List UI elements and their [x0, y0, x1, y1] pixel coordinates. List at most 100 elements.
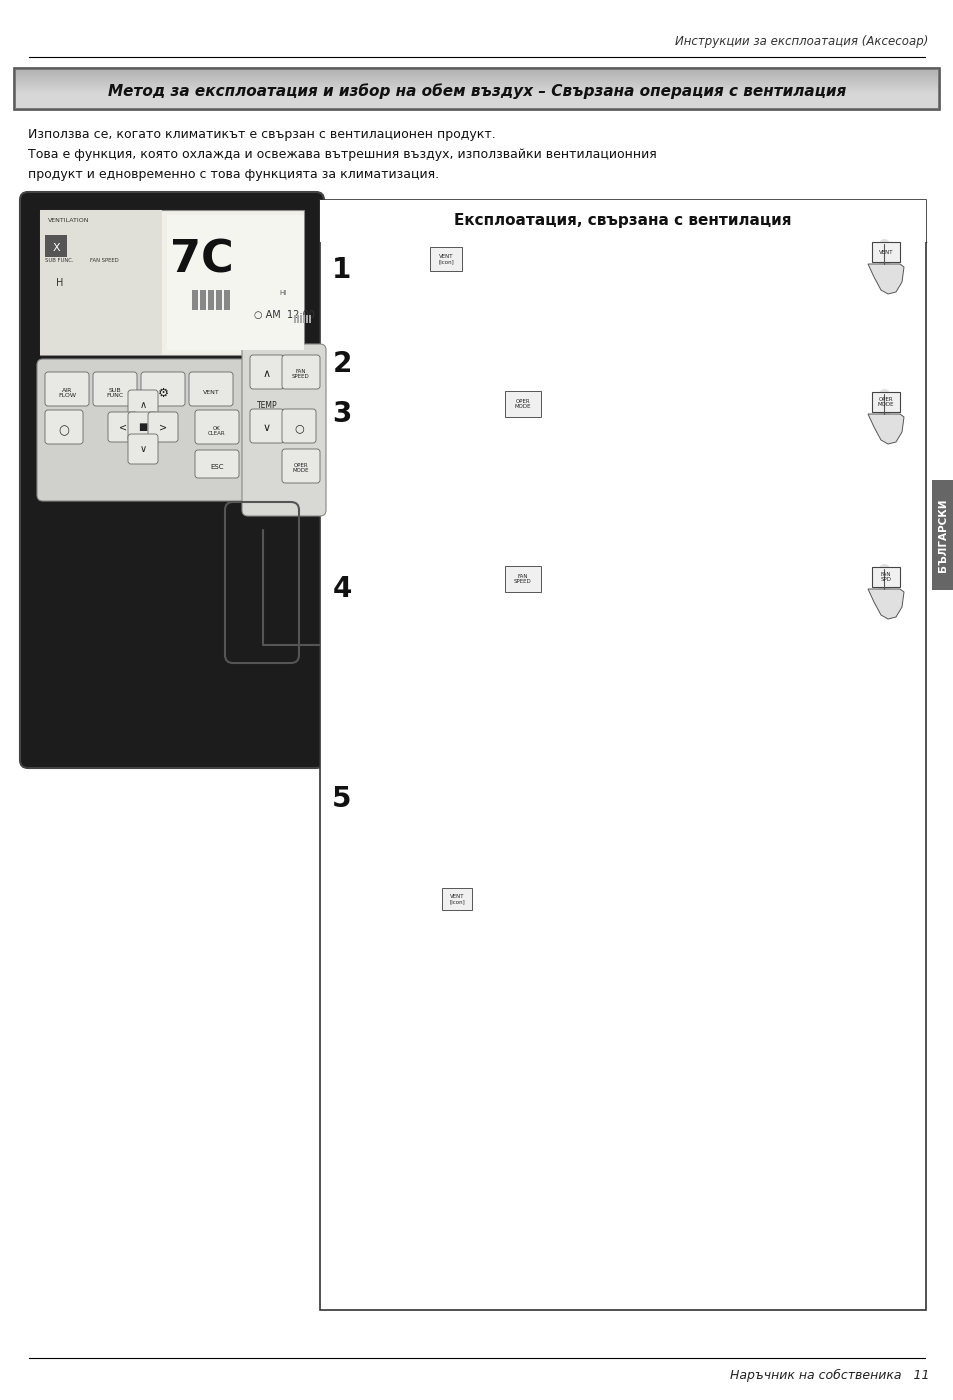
Bar [14, 69, 939, 111]
FancyBboxPatch shape [20, 192, 324, 769]
Bar [192, 290, 198, 309]
Text: климатика е във вентилаторен режим, а: климатика е във вентилаторен режим, а [387, 512, 659, 525]
FancyBboxPatch shape [45, 372, 89, 406]
Bar [40, 210, 304, 356]
Bar [208, 290, 213, 309]
Text: ∧: ∧ [139, 400, 147, 410]
Text: „Heat exchange (Топлообмен) → normal: „Heat exchange (Топлообмен) → normal [375, 463, 631, 477]
Bar [40, 210, 162, 356]
Text: 1)Автоматично връщане : Когато няма: 1)Автоматично връщане : Когато няма [375, 801, 633, 813]
Text: FAN
SPD: FAN SPD [880, 571, 890, 582]
Text: скорост на въздушния поток ще промени: скорост на въздушния поток ще промени [375, 638, 652, 652]
Text: Това е функция, която охлажда и освежава вътрешния въздух, използвайки вентилаци: Това е функция, която охлажда и освежава… [28, 148, 656, 161]
Text: VENT
[icon]: VENT [icon] [437, 253, 454, 265]
Text: натиснат бутон в рамките на 15 секунди,: натиснат бутон в рамките на 15 секунди, [387, 818, 664, 830]
Text: контролния панел.: контролния панел. [375, 266, 500, 279]
Text: обща вентилация ще промени: обща вентилация ще промени [375, 591, 577, 603]
Text: OPER
MODE: OPER MODE [293, 462, 309, 473]
Text: AIR
FLOW: AIR FLOW [58, 388, 76, 399]
Text: продукт и едновременно с това функцията за климатизация.: продукт и едновременно с това функцията … [28, 168, 438, 181]
Text: (силен) → extra strong (свръхсилен)“.: (силен) → extra strong (свръхсилен)“. [375, 671, 619, 685]
Text: ESC: ESC [210, 463, 224, 470]
Text: Натиснете бутона        на: Натиснете бутона на [375, 251, 543, 263]
Text: ○ AM  12:00: ○ AM 12:00 [253, 309, 314, 321]
Text: - Използва се само, когато: - Използва се само, когато [375, 281, 552, 295]
Text: ∧: ∧ [263, 370, 271, 379]
Text: Връщане в режим на климатизация: Връщане в режим на климатизация [375, 785, 615, 798]
Text: FAN
SPEED: FAN SPEED [292, 368, 310, 379]
Text: 2: 2 [332, 350, 352, 378]
Text: 4: 4 [332, 575, 352, 603]
Text: скоростта на въздушния поток.: скоростта на въздушния поток. [375, 608, 586, 620]
Text: OPER
MODE: OPER MODE [515, 399, 531, 409]
Text: бутона        във вентилационен режим,: бутона във вентилационен режим, [375, 885, 644, 897]
FancyBboxPatch shape [194, 449, 239, 477]
Bar [215, 290, 222, 309]
FancyBboxPatch shape [128, 391, 158, 420]
FancyBboxPatch shape [282, 449, 319, 483]
Text: Експлоатация, свързана с вентилация: Експлоатация, свързана с вентилация [454, 213, 791, 228]
Bar [45, 235, 67, 258]
Text: ∨: ∨ [139, 444, 147, 454]
Text: Използва се, когато климатикът е свързан с вентилационен продукт.: Използва се, когато климатикът е свързан… [28, 127, 496, 141]
Text: климатика и вентилатора са: климатика и вентилатора са [375, 298, 575, 311]
Bar [319, 200, 925, 242]
Text: 3: 3 [332, 400, 352, 428]
Text: VENT
[icon]: VENT [icon] [449, 893, 464, 904]
Bar [299, 315, 302, 323]
FancyBboxPatch shape [189, 372, 233, 406]
Text: SUB
FUNC: SUB FUNC [107, 388, 124, 399]
Bar [303, 315, 305, 323]
Bar [309, 315, 311, 323]
Text: >: > [159, 421, 167, 433]
FancyBboxPatch shape [282, 409, 315, 442]
Text: Натискането на бутон          в режим: Натискането на бутон в режим [375, 575, 618, 588]
Bar [200, 290, 206, 309]
Bar [430, 246, 461, 272]
Bar [294, 315, 295, 323]
Bar [504, 391, 540, 417]
Bar [931, 480, 953, 589]
FancyBboxPatch shape [45, 410, 83, 444]
Text: Инструкции за експлоатация (Аксесоар): Инструкции за експлоатация (Аксесоар) [674, 35, 927, 49]
Text: режимът ще се върне ръчно.: режимът ще се върне ръчно. [387, 902, 581, 914]
Text: (силен) → very strong (много силен) →: (силен) → very strong (много силен) → [375, 720, 624, 732]
FancyBboxPatch shape [128, 412, 158, 442]
Bar [504, 566, 540, 592]
Polygon shape [867, 414, 903, 444]
FancyBboxPatch shape [92, 372, 137, 406]
Text: БЪЛГАРСКИ: БЪЛГАРСКИ [937, 498, 947, 571]
FancyBboxPatch shape [282, 356, 319, 389]
Text: VENTILATION: VENTILATION [48, 218, 90, 223]
Text: вентилаторния режим ще се стартира.: вентилаторния режим ще се стартира. [375, 365, 636, 379]
Polygon shape [867, 589, 903, 619]
Text: ⚙: ⚙ [157, 386, 169, 399]
Bar [167, 216, 304, 350]
Text: свързани.: свързани. [375, 314, 449, 328]
Text: ■: ■ [138, 421, 148, 433]
Text: Метод за експлоатация и избор на обем въздух – Свързана операция с вентилация: Метод за експлоатация и избор на обем въ… [108, 83, 845, 99]
Text: режим климатизация.: режим климатизация. [387, 848, 534, 862]
FancyBboxPatch shape [141, 372, 185, 406]
Text: VENT: VENT [878, 249, 892, 255]
Text: Натискането на бутона за: Натискането на бутона за [375, 623, 549, 636]
Text: HI: HI [278, 290, 286, 295]
Text: Натиснете бутона 'Start/Stop' и: Натиснете бутона 'Start/Stop' и [375, 350, 581, 363]
Text: FAN
SPEED: FAN SPEED [514, 574, 532, 584]
Bar [14, 69, 939, 111]
Polygon shape [867, 265, 903, 294]
Text: Натискането на бутон          ще: Натискането на бутон ще [375, 400, 582, 413]
Bar [871, 392, 899, 412]
Text: 7C: 7C [170, 238, 233, 281]
Text: VENT: VENT [202, 391, 219, 395]
Text: 1: 1 [332, 256, 352, 284]
Text: ∨: ∨ [263, 423, 271, 433]
Bar [441, 888, 472, 910]
Text: избира между „weak (слаб) → strong: избира между „weak (слаб) → strong [375, 703, 614, 715]
Bar [319, 200, 925, 1310]
Text: ще промени режима в порядък: ще промени режима в порядък [375, 448, 583, 461]
Text: OK
CLEAR: OK CLEAR [208, 426, 226, 437]
Bar [871, 242, 899, 262]
FancyBboxPatch shape [250, 409, 284, 442]
Bar [306, 315, 308, 323]
